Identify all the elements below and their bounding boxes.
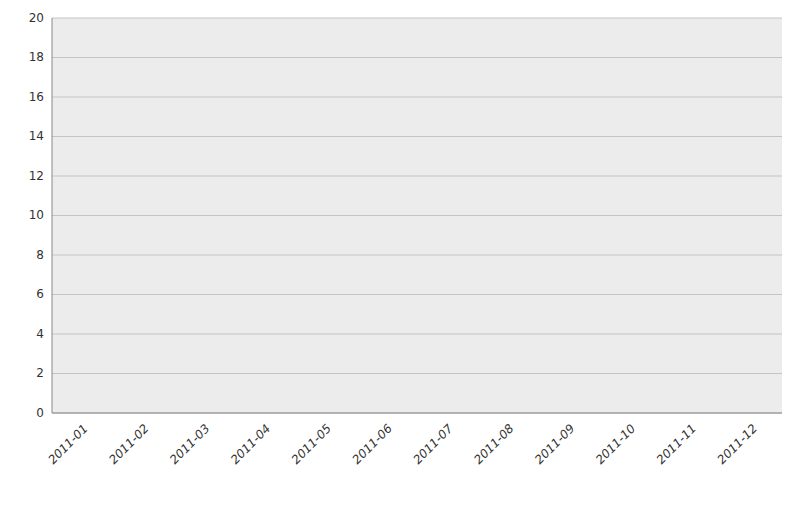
x-tick-label: 2011-03 bbox=[167, 421, 212, 466]
chart: 0 2 4 6 8 10 12 14 16 18 20 2011-01 2011-02 2011-03 20… bbox=[0, 0, 800, 505]
x-tick-label: 2011-02 bbox=[106, 421, 151, 466]
x-tick-label: 2011-05 bbox=[289, 421, 334, 466]
x-tick-label: 2011-01 bbox=[45, 421, 90, 466]
grid-line bbox=[52, 334, 782, 335]
y-tick-label: 18 bbox=[29, 50, 44, 64]
y-tick-label: 6 bbox=[36, 287, 44, 301]
x-tick-label: 2011-08 bbox=[471, 421, 517, 467]
grid-line bbox=[52, 57, 782, 58]
grid-line bbox=[52, 215, 782, 216]
x-tick-label: 2011-11 bbox=[654, 421, 699, 466]
x-tick-label: 2011-07 bbox=[410, 421, 456, 467]
y-tick-label: 20 bbox=[29, 11, 44, 25]
grid-line bbox=[52, 176, 782, 177]
chart-container: 0 2 4 6 8 10 12 14 16 18 20 2011-01 2011-02 2011-03 20… bbox=[0, 0, 800, 505]
grid-line bbox=[52, 97, 782, 98]
plot-area bbox=[52, 18, 782, 413]
y-tick-label: 2 bbox=[36, 366, 44, 380]
x-tick-label: 2011-09 bbox=[532, 421, 577, 466]
y-tick-label: 10 bbox=[29, 208, 44, 222]
x-axis-line bbox=[52, 413, 782, 414]
x-tick-label: 2011-10 bbox=[593, 421, 639, 467]
x-tick-label: 2011-12 bbox=[715, 421, 760, 466]
y-tick-label: 8 bbox=[36, 248, 44, 262]
y-tick-label: 16 bbox=[29, 90, 44, 104]
grid-line bbox=[52, 18, 782, 19]
grid-line bbox=[52, 136, 782, 137]
y-tick-label: 0 bbox=[36, 406, 44, 420]
grid-line bbox=[52, 413, 782, 414]
grid-line bbox=[52, 294, 782, 295]
grid-line bbox=[52, 255, 782, 256]
y-tick-label: 12 bbox=[29, 169, 44, 183]
grid-line bbox=[52, 373, 782, 374]
y-axis-line bbox=[52, 18, 53, 413]
x-tick-label: 2011-04 bbox=[228, 421, 273, 466]
y-tick-label: 14 bbox=[29, 129, 44, 143]
x-tick-label: 2011-06 bbox=[350, 421, 396, 467]
y-tick-label: 4 bbox=[36, 327, 44, 341]
